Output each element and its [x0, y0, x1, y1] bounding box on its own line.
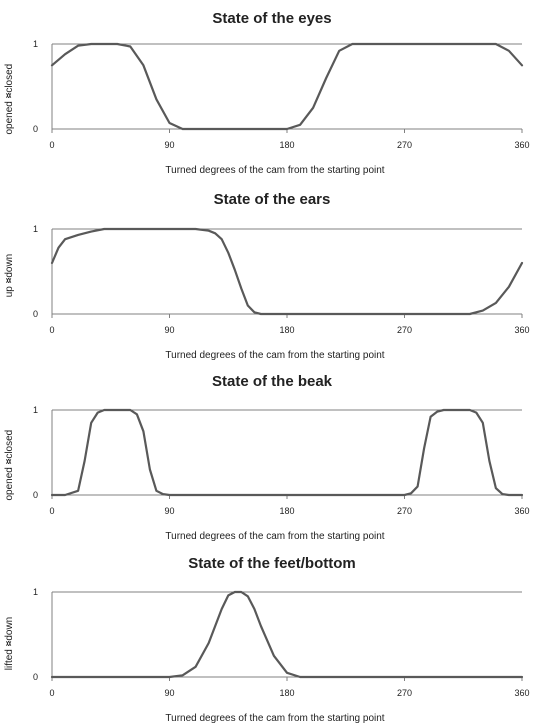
eyes-series-line — [50, 42, 524, 131]
feet-x-tick-label: 360 — [514, 688, 529, 698]
beak-y-axis-label-high: opened > — [4, 458, 15, 500]
feet-x-tick-label: 90 — [164, 688, 174, 698]
ears-y-tick-label: 0 — [33, 309, 38, 319]
eyes-x-tick-label: 360 — [514, 140, 529, 150]
ears-x-tick-label: 0 — [49, 325, 54, 335]
eyes-chart-title: State of the eyes — [212, 10, 331, 27]
ears-x-tick-label: 90 — [164, 325, 174, 335]
feet-x-axis-label: Turned degrees of the cam from the start… — [165, 713, 384, 724]
ears-x-tick-label: 180 — [279, 325, 294, 335]
eyes-y-tick-label: 1 — [33, 39, 38, 49]
beak-y-axis-label-low: <closed — [4, 430, 15, 465]
eyes-x-tick-label: 0 — [49, 140, 54, 150]
ears-series-line — [50, 227, 524, 316]
eyes-y-axis-label-low: <closed — [4, 64, 15, 99]
eyes-x-axis-label: Turned degrees of the cam from the start… — [165, 165, 384, 176]
feet-y-tick-label: 1 — [33, 587, 38, 597]
ears-x-tick-label: 360 — [514, 325, 529, 335]
feet-series-line — [50, 590, 524, 679]
ears-x-axis-label: Turned degrees of the cam from the start… — [165, 350, 384, 361]
beak-series-line — [50, 408, 524, 497]
ears-y-axis-label-high: up > — [4, 277, 15, 297]
eyes-x-tick-label: 180 — [279, 140, 294, 150]
ears-y-axis-label-low: <down — [4, 254, 15, 284]
feet-y-tick-label: 0 — [33, 672, 38, 682]
beak-x-axis-label: Turned degrees of the cam from the start… — [165, 531, 384, 542]
ears-chart-title: State of the ears — [214, 191, 331, 208]
ears-y-tick-label: 1 — [33, 224, 38, 234]
feet-x-tick-label: 0 — [49, 688, 54, 698]
beak-x-tick-label: 180 — [279, 506, 294, 516]
beak-x-tick-label: 90 — [164, 506, 174, 516]
feet-chart-title: State of the feet/bottom — [188, 555, 356, 572]
beak-x-tick-label: 0 — [49, 506, 54, 516]
eyes-x-tick-label: 270 — [397, 140, 412, 150]
beak-y-tick-label: 1 — [33, 405, 38, 415]
feet-y-axis-label-high: lifted > — [4, 640, 15, 670]
eyes-y-axis-label-high: opened > — [4, 92, 15, 134]
beak-y-tick-label: 0 — [33, 490, 38, 500]
feet-y-axis-label-low: <down — [4, 617, 15, 647]
ears-x-tick-label: 270 — [397, 325, 412, 335]
beak-x-tick-label: 360 — [514, 506, 529, 516]
beak-x-tick-label: 270 — [397, 506, 412, 516]
eyes-x-tick-label: 90 — [164, 140, 174, 150]
feet-x-tick-label: 180 — [279, 688, 294, 698]
eyes-y-tick-label: 0 — [33, 124, 38, 134]
feet-x-tick-label: 270 — [397, 688, 412, 698]
beak-chart-title: State of the beak — [212, 373, 333, 390]
